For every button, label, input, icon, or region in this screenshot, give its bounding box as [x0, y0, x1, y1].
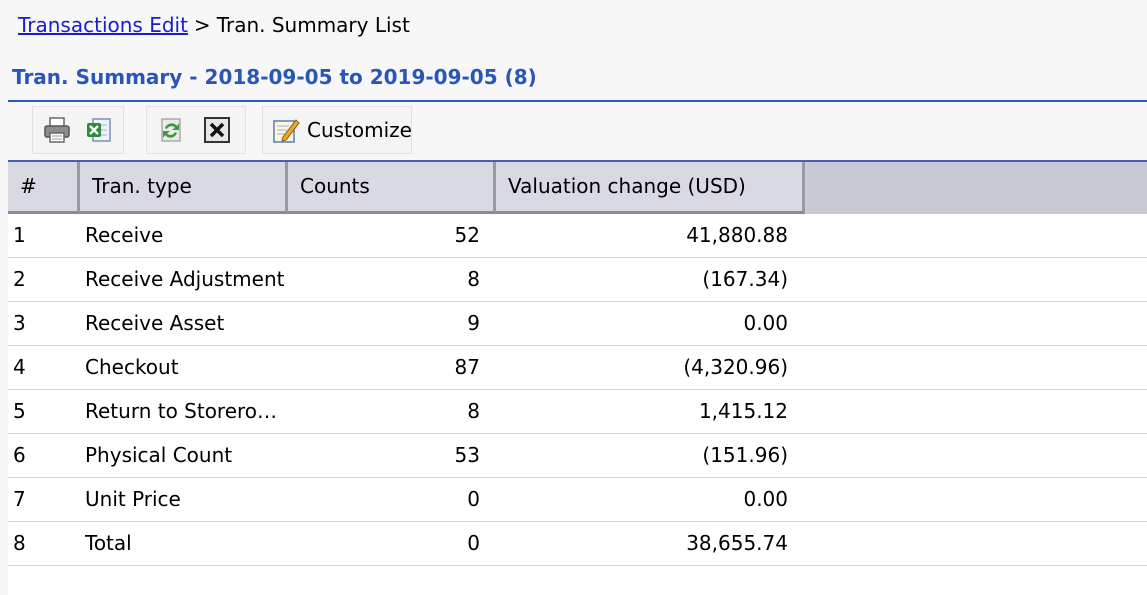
excel-icon	[87, 118, 111, 142]
counts-cell: 0	[467, 531, 480, 555]
title-divider	[8, 100, 1147, 102]
row-number: 3	[13, 311, 26, 335]
tran-type-cell: Receive	[85, 223, 164, 247]
row-number: 1	[13, 223, 26, 247]
valuation-cell: 38,655.74	[686, 531, 788, 555]
tran-type-cell: Checkout	[85, 355, 179, 379]
table-row[interactable]: 5 Return to Storeroo… 8 1,415.12	[8, 390, 1147, 434]
close-button[interactable]	[199, 112, 235, 148]
table-row[interactable]: 3 Receive Asset 9 0.00	[8, 302, 1147, 346]
toolbar-group-actions	[146, 106, 246, 154]
row-number: 6	[13, 443, 26, 467]
breadcrumb-separator: >	[193, 13, 211, 37]
counts-cell: 53	[454, 443, 480, 467]
valuation-cell: 41,880.88	[686, 223, 788, 247]
breadcrumb-current: Tran. Summary List	[216, 13, 410, 37]
tran-type-cell: Total	[85, 531, 132, 555]
toolbar-group-output	[32, 106, 124, 154]
tran-type-cell: Unit Price	[85, 487, 181, 511]
column-header-num[interactable]: #	[8, 162, 80, 214]
table-row[interactable]: 8 Total 0 38,655.74	[8, 522, 1147, 566]
column-header-tran-type[interactable]: Tran. type	[80, 162, 288, 214]
tran-type-cell: Receive Adjustment	[85, 267, 285, 291]
close-icon	[204, 117, 230, 143]
counts-cell: 8	[467, 399, 480, 423]
valuation-cell: 0.00	[743, 311, 788, 335]
printer-icon	[44, 117, 70, 143]
table-row[interactable]: 7 Unit Price 0 0.00	[8, 478, 1147, 522]
row-number: 4	[13, 355, 26, 379]
counts-cell: 9	[467, 311, 480, 335]
summary-table: # Tran. type Counts Valuation change (US…	[8, 160, 1147, 595]
row-number: 2	[13, 267, 26, 291]
valuation-cell: (4,320.96)	[683, 355, 788, 379]
column-header-valuation-change[interactable]: Valuation change (USD)	[496, 162, 805, 214]
toolbar-group-customize: Customize	[262, 106, 412, 154]
counts-cell: 0	[467, 487, 480, 511]
counts-cell: 52	[454, 223, 480, 247]
tran-type-cell: Return to Storeroo…	[85, 399, 285, 423]
toolbar: Customize	[8, 102, 1147, 160]
table-row[interactable]: 4 Checkout 87 (4,320.96)	[8, 346, 1147, 390]
row-number: 8	[13, 531, 26, 555]
breadcrumb: Transactions Edit > Tran. Summary List	[18, 12, 410, 38]
breadcrumb-link-transactions-edit[interactable]: Transactions Edit	[18, 13, 188, 37]
export-excel-button[interactable]	[81, 112, 117, 148]
table-row[interactable]: 2 Receive Adjustment 8 (167.34)	[8, 258, 1147, 302]
valuation-cell: (151.96)	[702, 443, 788, 467]
refresh-icon	[161, 118, 181, 142]
row-number: 5	[13, 399, 26, 423]
refresh-button[interactable]	[153, 112, 189, 148]
counts-cell: 8	[467, 267, 480, 291]
page-title: Tran. Summary - 2018-09-05 to 2019-09-05…	[12, 65, 537, 89]
customize-label: Customize	[307, 118, 412, 142]
page-margin	[0, 0, 8, 595]
valuation-cell: (167.34)	[702, 267, 788, 291]
table-row[interactable]: 1 Receive 52 41,880.88	[8, 214, 1147, 258]
tran-type-cell: Receive Asset	[85, 311, 225, 335]
customize-button[interactable]: Customize	[263, 107, 418, 153]
column-header-counts[interactable]: Counts	[288, 162, 496, 214]
row-number: 7	[13, 487, 26, 511]
print-button[interactable]	[39, 112, 75, 148]
valuation-cell: 1,415.12	[698, 399, 788, 423]
edit-icon	[273, 119, 300, 143]
tran-type-cell: Physical Count	[85, 443, 233, 467]
table-header: # Tran. type Counts Valuation change (US…	[8, 162, 1147, 214]
counts-cell: 87	[454, 355, 480, 379]
valuation-cell: 0.00	[743, 487, 788, 511]
table-row[interactable]: 6 Physical Count 53 (151.96)	[8, 434, 1147, 478]
